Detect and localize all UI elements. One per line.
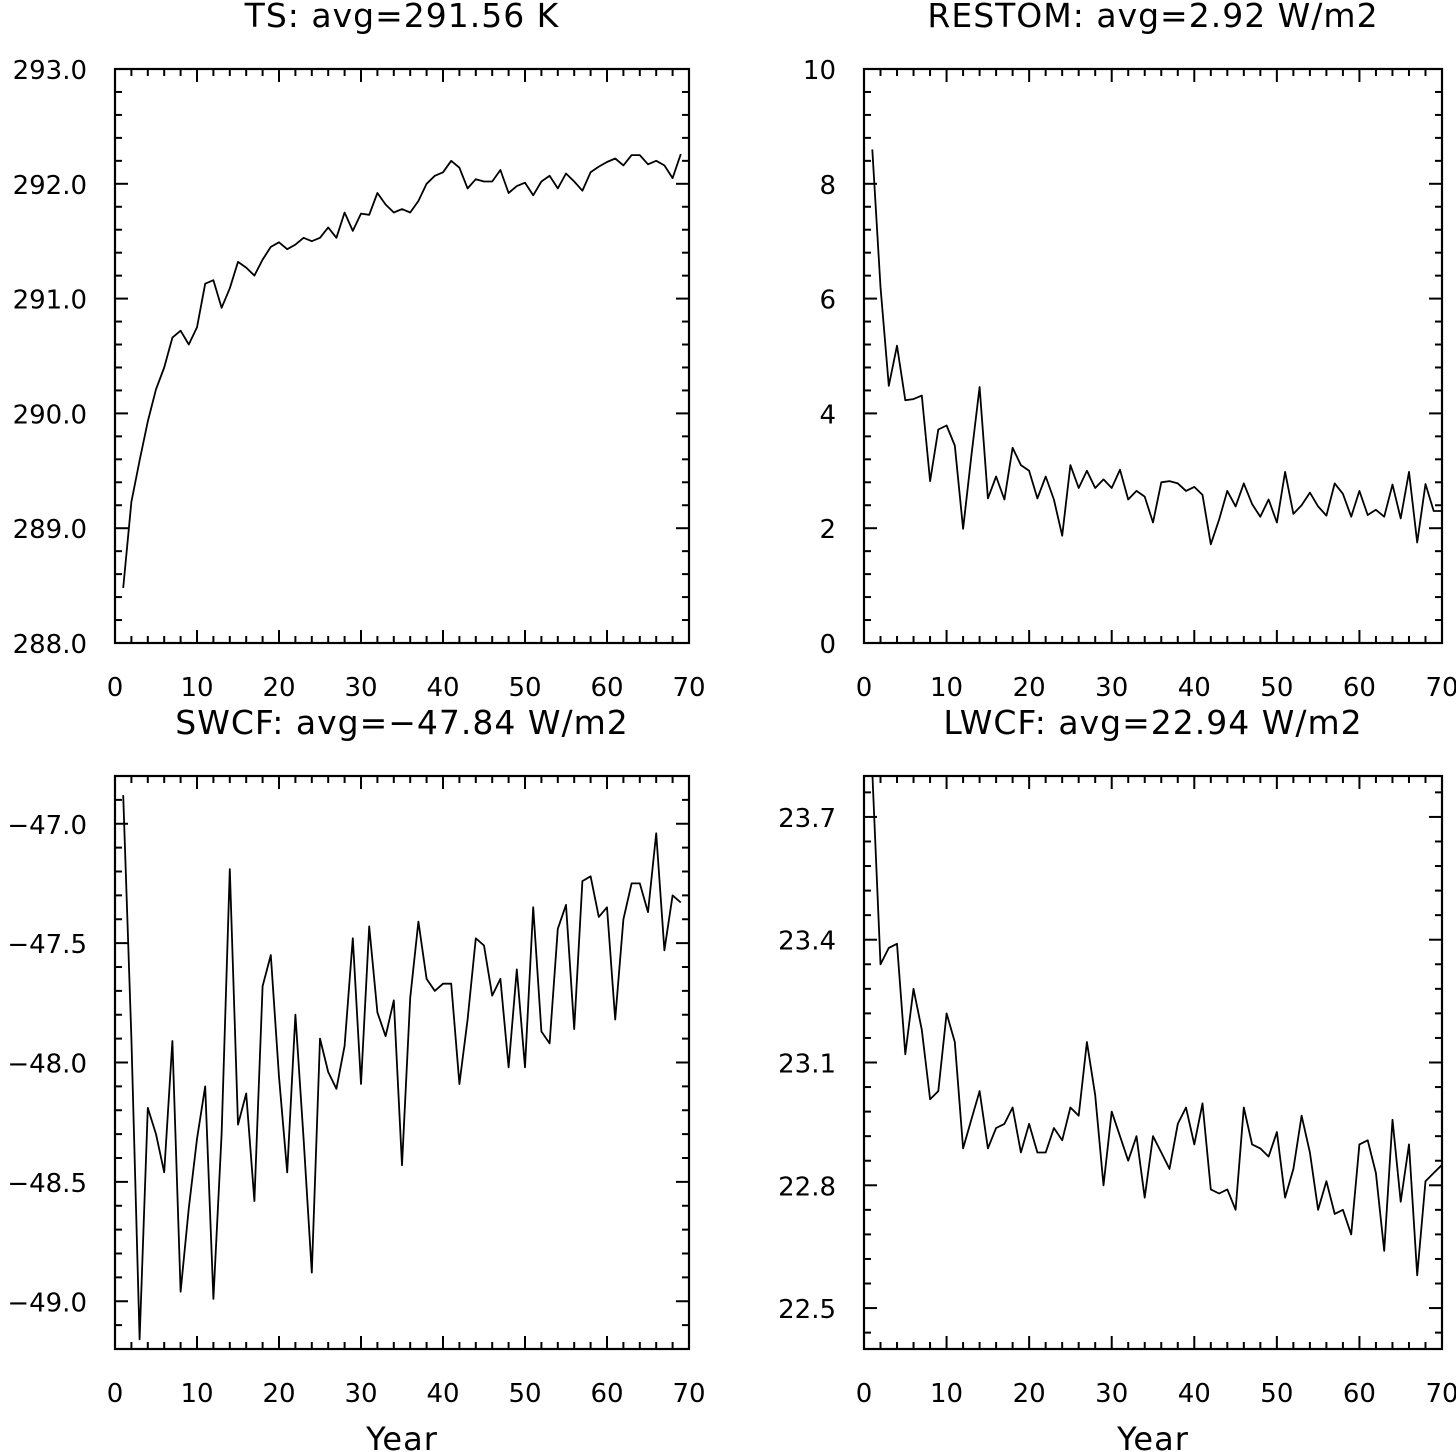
y-tick-label: −48.0 — [7, 1050, 87, 1080]
y-tick-label: 23.1 — [778, 1050, 836, 1080]
plot-frame — [862, 67, 1444, 645]
x-tick-label: 20 — [262, 673, 295, 703]
x-tick-label: 70 — [672, 1379, 705, 1409]
y-tick-label: −48.5 — [7, 1169, 87, 1199]
y-tick-label: 22.8 — [778, 1172, 836, 1202]
y-tick-label: 2 — [819, 515, 836, 545]
x-tick-label: 60 — [1343, 1379, 1376, 1409]
x-tick-label: 0 — [107, 673, 124, 703]
y-tick-label: 6 — [819, 286, 836, 316]
plot-frame — [862, 774, 1444, 1351]
chart-title: SWCF: avg=−47.84 W/m2 — [175, 703, 629, 742]
y-tick-label: 289.0 — [13, 515, 87, 545]
x-tick-label: 60 — [1343, 673, 1376, 703]
y-tick-label: −47.5 — [7, 930, 87, 960]
chart-panel-3: SWCF: avg=−47.84 W/m2 0 10 20 30 40 50 60 70 −49.… — [7, 703, 705, 1452]
x-tick-label: 60 — [590, 673, 623, 703]
chart-title: LWCF: avg=22.94 W/m2 — [943, 703, 1362, 742]
x-tick-label: 60 — [590, 1379, 623, 1409]
x-tick-label: 30 — [1095, 1379, 1128, 1409]
y-tick-label: −49.0 — [7, 1288, 87, 1318]
x-tick-label: 50 — [508, 1379, 541, 1409]
x-tick-label: 10 — [930, 673, 963, 703]
y-tick-label: 288.0 — [13, 630, 87, 660]
x-tick-label: 10 — [930, 1379, 963, 1409]
x-tick-label: 70 — [672, 673, 705, 703]
y-tick-label: 22.5 — [778, 1295, 836, 1325]
x-tick-label: 40 — [1178, 1379, 1211, 1409]
x-tick-label: 40 — [426, 673, 459, 703]
series-line-1 — [871, 149, 1442, 546]
x-axis-label: Year — [1116, 1420, 1189, 1452]
series-line-1 — [122, 795, 682, 1341]
chart-panel-2: RESTOM: avg=2.92 W/m2 0 10 20 30 40 50 60 70 0 2 4 6… — [803, 0, 1456, 703]
series-line-1 — [122, 153, 682, 588]
y-tick-label: 8 — [819, 171, 836, 201]
y-tick-label: 292.0 — [13, 171, 87, 201]
x-tick-label: 70 — [1425, 1379, 1456, 1409]
y-tick-label: 23.7 — [778, 804, 836, 834]
chart-title: TS: avg=291.56 K — [244, 0, 560, 35]
y-tick-label: 4 — [819, 400, 836, 430]
y-tick-label: 10 — [803, 56, 836, 86]
y-tick-label: −47.0 — [7, 811, 87, 841]
x-tick-label: 30 — [1095, 673, 1128, 703]
chart-panel-1: TS: avg=291.56 K 0 10 20 30 40 50 60 70 288.0 289.… — [13, 0, 706, 703]
x-tick-label: 40 — [1178, 673, 1211, 703]
x-tick-label: 50 — [1260, 1379, 1293, 1409]
series-line-1 — [871, 776, 1442, 1277]
x-tick-label: 0 — [856, 1379, 873, 1409]
x-tick-label: 20 — [1013, 673, 1046, 703]
y-tick-label: 293.0 — [13, 56, 87, 86]
x-tick-label: 30 — [344, 673, 377, 703]
y-tick-label: 291.0 — [13, 286, 87, 316]
chart-panel-4: LWCF: avg=22.94 W/m2 0 10 20 30 40 50 60 70 22.5 2… — [778, 703, 1456, 1452]
y-tick-label: 0 — [819, 630, 836, 660]
x-axis-label: Year — [365, 1420, 438, 1452]
x-tick-label: 10 — [180, 1379, 213, 1409]
x-tick-label: 10 — [180, 673, 213, 703]
x-tick-label: 50 — [508, 673, 541, 703]
x-tick-label: 40 — [426, 1379, 459, 1409]
plot-frame — [113, 774, 691, 1351]
x-tick-label: 70 — [1425, 673, 1456, 703]
x-tick-label: 0 — [107, 1379, 124, 1409]
y-tick-label: 290.0 — [13, 400, 87, 430]
plot-frame — [113, 67, 691, 645]
x-tick-label: 20 — [1013, 1379, 1046, 1409]
x-tick-label: 30 — [344, 1379, 377, 1409]
x-tick-label: 0 — [856, 673, 873, 703]
x-tick-label: 20 — [262, 1379, 295, 1409]
x-tick-label: 50 — [1260, 673, 1293, 703]
y-tick-label: 23.4 — [778, 927, 836, 957]
chart-title: RESTOM: avg=2.92 W/m2 — [927, 0, 1378, 35]
